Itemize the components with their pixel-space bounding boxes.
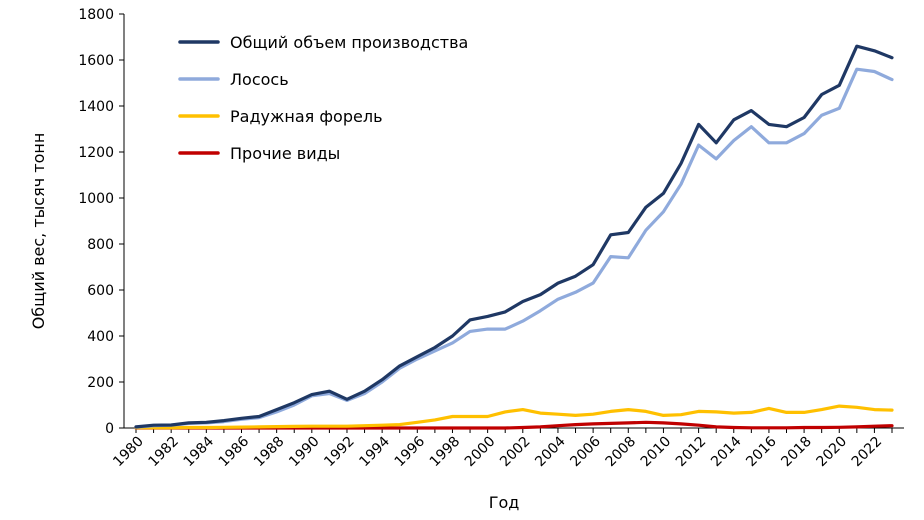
y-tick-label: 600 (87, 283, 114, 299)
x-tick-label: 1998 (427, 434, 464, 471)
x-tick-label: 2020 (814, 434, 851, 471)
y-tick-label: 1200 (78, 145, 114, 161)
series-layer (134, 44, 894, 430)
y-tick-label: 1000 (78, 191, 114, 207)
legend-label: Лосось (230, 70, 289, 89)
x-ticks: 1980198219841986198819901992199419961998… (110, 428, 893, 471)
x-tick-label: 2010 (638, 434, 675, 471)
x-tick-label: 2004 (532, 433, 569, 470)
legend-label: Прочие виды (230, 144, 340, 163)
x-axis-title: Год (489, 493, 520, 512)
series-line (134, 44, 894, 429)
x-tick-label: 1996 (392, 433, 429, 470)
series-line (134, 404, 894, 430)
x-tick-label: 2022 (849, 434, 886, 471)
y-axis-title: Общий вес, тысяч тонн (29, 133, 48, 330)
x-tick-label: 1986 (216, 433, 253, 470)
x-tick-label: 1988 (251, 434, 288, 471)
y-tick-label: 1800 (78, 7, 114, 23)
y-tick-label: 400 (87, 329, 114, 345)
y-tick-label: 1400 (78, 99, 114, 115)
legend-label: Общий объем производства (230, 33, 468, 52)
x-tick-label: 2016 (743, 433, 780, 470)
y-ticks: 0 200 400 600 800 1000 1200 1400 1600 1800 (78, 7, 124, 437)
x-tick-label: 1990 (286, 434, 323, 471)
y-tick-label: 0 (105, 421, 114, 437)
x-tick-label: 2008 (603, 434, 640, 471)
legend-label: Радужная форель (230, 107, 383, 126)
y-tick-label: 200 (87, 375, 114, 391)
x-tick-label: 2014 (708, 433, 745, 470)
x-tick-label: 2000 (462, 434, 499, 471)
x-tick-label: 1984 (181, 433, 218, 470)
x-tick-label: 1994 (356, 433, 393, 470)
x-tick-label: 1980 (110, 434, 147, 471)
legend: Общий объем производства Лосось Радужная ф… (178, 33, 468, 163)
x-tick-label: 2012 (673, 434, 710, 471)
x-tick-label: 1992 (321, 434, 358, 471)
y-tick-label: 1600 (78, 53, 114, 69)
y-tick-label: 800 (87, 237, 114, 253)
x-tick-label: 2018 (778, 434, 815, 471)
x-tick-label: 2006 (567, 433, 604, 470)
x-tick-label: 2002 (497, 434, 534, 471)
x-tick-label: 1982 (145, 434, 182, 471)
